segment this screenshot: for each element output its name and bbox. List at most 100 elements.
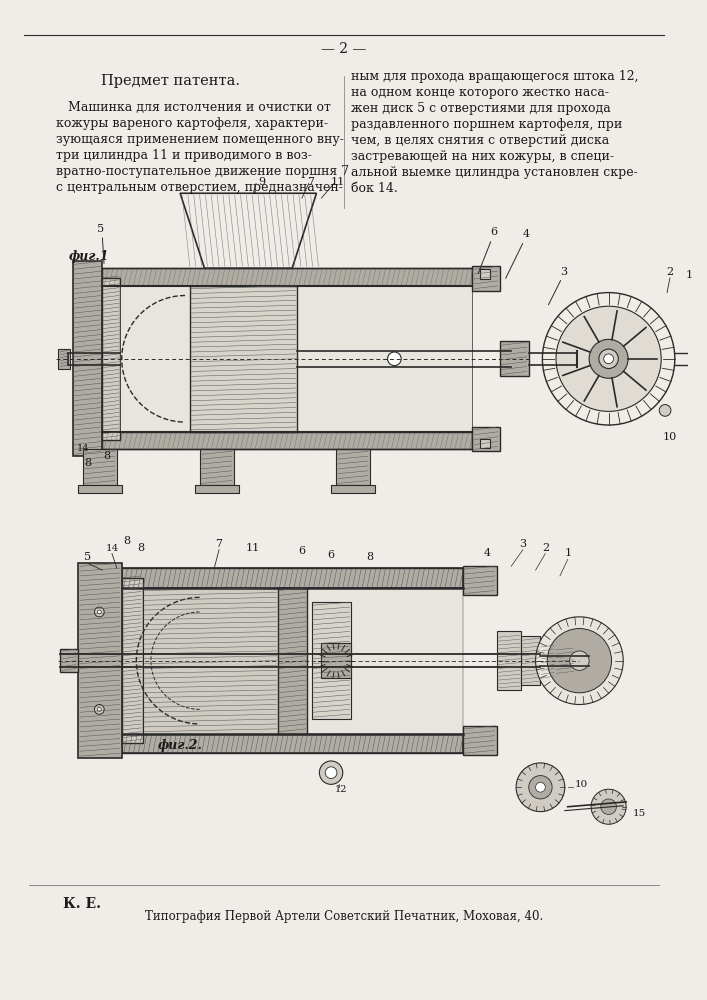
Circle shape: [547, 629, 612, 693]
Circle shape: [325, 767, 337, 778]
Text: 11: 11: [331, 177, 345, 187]
Text: 7: 7: [307, 177, 314, 187]
Circle shape: [659, 405, 671, 416]
Text: К. Е.: К. Е.: [64, 897, 101, 911]
Bar: [462, 566, 496, 595]
Bar: [496, 631, 521, 690]
Text: ным для прохода вращающегося штока 12,: ным для прохода вращающегося штока 12,: [351, 70, 638, 83]
Text: 8: 8: [103, 451, 111, 461]
Bar: [331, 485, 375, 493]
Bar: [480, 269, 490, 279]
Text: 14: 14: [105, 544, 119, 553]
Text: 4: 4: [522, 229, 530, 239]
Text: 12: 12: [334, 785, 347, 794]
Bar: [472, 266, 500, 291]
Bar: [103, 268, 472, 286]
Bar: [119, 286, 472, 432]
Text: 6: 6: [490, 227, 497, 237]
Text: жен диск 5 с отверстиями для прохода: жен диск 5 с отверстиями для прохода: [351, 102, 610, 115]
Text: кожуры вареного картофеля, характери-: кожуры вареного картофеля, характери-: [57, 117, 329, 130]
Bar: [555, 646, 575, 675]
Text: застревающей на них кожуры, в специ-: застревающей на них кожуры, в специ-: [351, 150, 614, 163]
Bar: [194, 485, 238, 493]
Circle shape: [556, 306, 661, 411]
Text: фиг.2.: фиг.2.: [158, 739, 203, 752]
Text: 4: 4: [484, 548, 491, 558]
Circle shape: [98, 707, 101, 711]
Circle shape: [604, 354, 614, 364]
Text: на одном конце которого жестко наса-: на одном конце которого жестко наса-: [351, 86, 609, 99]
Text: 15: 15: [633, 809, 646, 818]
Circle shape: [95, 704, 104, 714]
Bar: [59, 349, 70, 369]
Bar: [190, 286, 297, 432]
Circle shape: [98, 610, 101, 614]
Bar: [312, 602, 351, 719]
Text: 5: 5: [97, 224, 104, 234]
Text: 8: 8: [138, 543, 145, 553]
Circle shape: [599, 349, 619, 369]
Text: Машинка для истолчения и очистки от: Машинка для истолчения и очистки от: [57, 101, 332, 114]
Text: 2: 2: [667, 267, 674, 277]
Text: 8: 8: [123, 536, 130, 546]
Bar: [462, 726, 496, 755]
Circle shape: [320, 761, 343, 784]
Circle shape: [591, 789, 626, 824]
Text: 2: 2: [542, 543, 549, 553]
Text: три цилиндра 11 и приводимого в воз-: три цилиндра 11 и приводимого в воз-: [57, 149, 312, 162]
Circle shape: [536, 782, 545, 792]
Text: Предмет патента.: Предмет патента.: [101, 74, 240, 88]
Text: 8: 8: [366, 552, 373, 562]
Bar: [540, 641, 555, 680]
Text: 9: 9: [258, 177, 265, 187]
Bar: [122, 568, 462, 588]
Bar: [103, 278, 119, 440]
Circle shape: [387, 352, 401, 366]
Bar: [83, 449, 117, 485]
Bar: [500, 341, 529, 376]
Bar: [480, 439, 490, 448]
Circle shape: [589, 339, 628, 378]
Circle shape: [95, 607, 104, 617]
Circle shape: [516, 763, 565, 812]
Text: раздавленного поршнем картофеля, при: раздавленного поршнем картофеля, при: [351, 118, 622, 131]
Bar: [199, 449, 234, 485]
Text: чем, в целях снятия с отверстий диска: чем, в целях снятия с отверстий диска: [351, 134, 609, 147]
Text: 6: 6: [327, 550, 334, 560]
Text: 6: 6: [298, 546, 305, 556]
Text: 10: 10: [663, 432, 677, 442]
Bar: [73, 261, 103, 456]
Circle shape: [529, 776, 552, 799]
Text: 8: 8: [84, 458, 91, 468]
Text: — 2 —: — 2 —: [321, 42, 366, 56]
Text: Типография Первой Артели Советский Печатник, Моховая, 40.: Типография Первой Артели Советский Печат…: [145, 910, 543, 923]
Bar: [60, 649, 78, 672]
Bar: [322, 643, 351, 678]
Text: 11: 11: [246, 543, 260, 553]
Bar: [103, 432, 472, 449]
Bar: [472, 427, 500, 451]
Text: 3: 3: [520, 539, 527, 549]
Bar: [278, 588, 307, 734]
Text: вратно-поступательное движение поршня 7: вратно-поступательное движение поршня 7: [57, 165, 349, 178]
Bar: [122, 578, 143, 743]
Circle shape: [542, 293, 674, 425]
Text: 14: 14: [76, 444, 89, 453]
Text: 1: 1: [564, 548, 571, 558]
Bar: [78, 485, 122, 493]
Bar: [122, 734, 462, 753]
Text: зующаяся применением помещенного вну-: зующаяся применением помещенного вну-: [57, 133, 344, 146]
Text: бок 14.: бок 14.: [351, 182, 397, 195]
Text: 3: 3: [560, 267, 568, 277]
Circle shape: [536, 617, 623, 704]
Text: 7: 7: [216, 539, 223, 549]
Text: 1: 1: [686, 270, 693, 280]
Bar: [521, 636, 540, 685]
Text: 10: 10: [575, 780, 588, 789]
Bar: [78, 563, 122, 758]
Circle shape: [570, 651, 589, 670]
Bar: [143, 588, 278, 734]
Text: с центральным отверстием, предназначен-: с центральным отверстием, предназначен-: [57, 181, 344, 194]
Circle shape: [601, 799, 617, 815]
Text: 5: 5: [84, 552, 91, 562]
